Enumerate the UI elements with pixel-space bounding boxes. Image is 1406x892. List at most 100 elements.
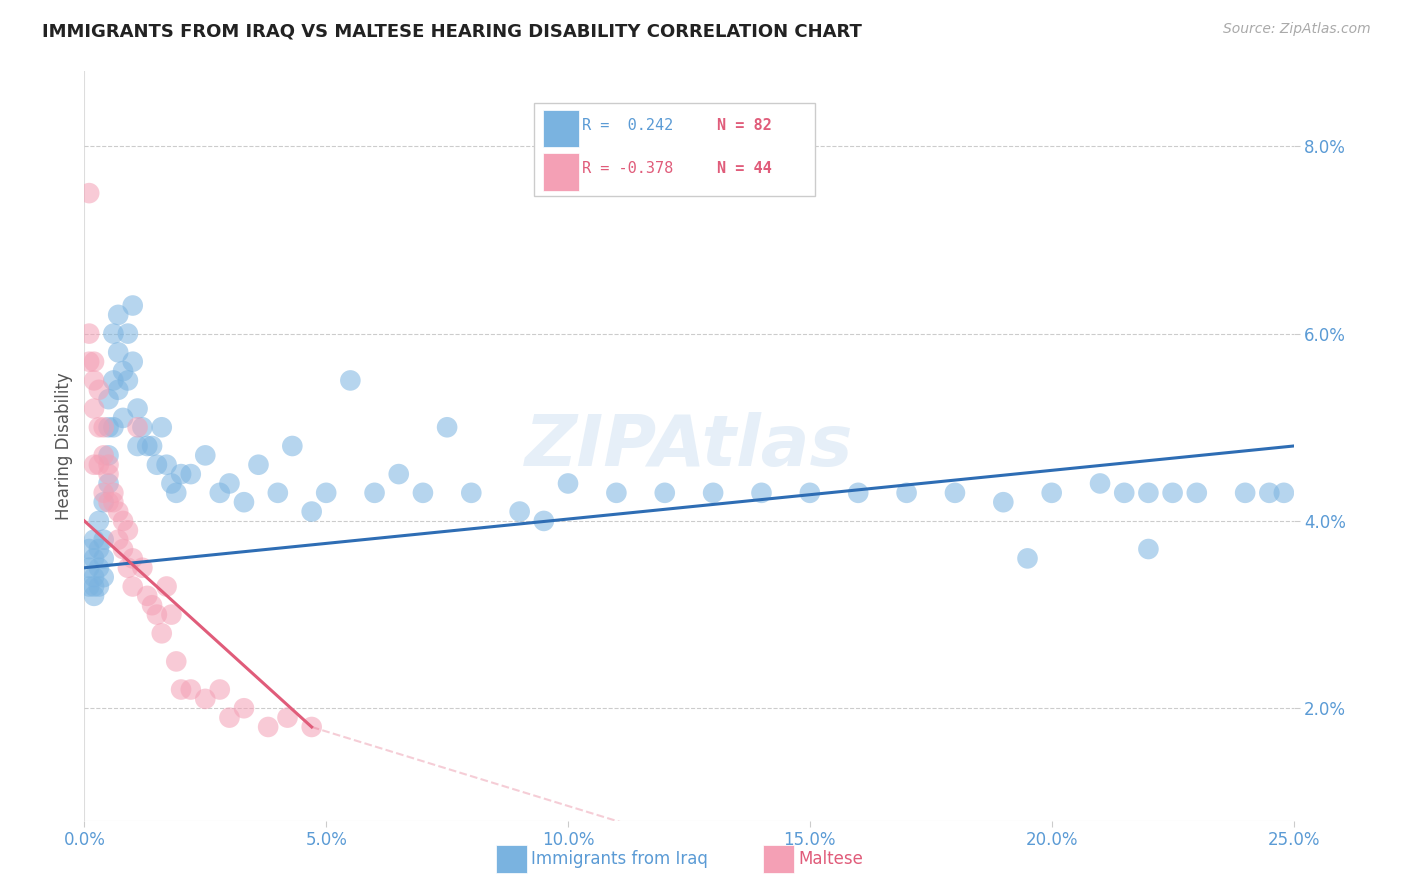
Point	[146, 458, 169, 472]
Point	[93, 420, 115, 434]
Point	[83, 533, 105, 547]
Text: R =  0.242: R = 0.242	[582, 118, 673, 133]
Point	[170, 682, 193, 697]
Point	[165, 485, 187, 500]
Point	[121, 354, 143, 368]
Point	[150, 420, 173, 434]
Point	[107, 308, 129, 322]
Point	[103, 420, 125, 434]
Point	[208, 485, 231, 500]
Point	[87, 458, 110, 472]
Point	[218, 710, 240, 724]
Point	[155, 580, 177, 594]
Point	[654, 485, 676, 500]
Point	[121, 551, 143, 566]
Point	[83, 458, 105, 472]
Point	[83, 551, 105, 566]
Point	[247, 458, 270, 472]
Point	[97, 495, 120, 509]
Point	[83, 401, 105, 416]
Point	[799, 485, 821, 500]
Point	[160, 607, 183, 622]
Point	[112, 410, 135, 425]
Point	[557, 476, 579, 491]
Point	[87, 514, 110, 528]
Point	[1185, 485, 1208, 500]
Point	[77, 186, 100, 200]
Point	[97, 392, 120, 407]
Point	[218, 476, 240, 491]
Point	[301, 504, 323, 518]
Point	[155, 458, 177, 472]
Point	[281, 439, 304, 453]
Point	[77, 326, 100, 341]
Point	[460, 485, 482, 500]
Point	[121, 580, 143, 594]
Point	[315, 485, 337, 500]
Point	[131, 560, 153, 574]
Point	[121, 298, 143, 313]
Point	[117, 373, 139, 387]
Point	[276, 710, 298, 724]
Point	[339, 373, 361, 387]
Y-axis label: Hearing Disability: Hearing Disability	[55, 372, 73, 520]
Point	[97, 420, 120, 434]
Point	[301, 720, 323, 734]
Point	[77, 580, 100, 594]
Point	[170, 467, 193, 482]
Point	[136, 439, 159, 453]
Point	[107, 383, 129, 397]
Point	[117, 560, 139, 574]
Text: R = -0.378: R = -0.378	[582, 161, 673, 177]
Point	[1137, 541, 1160, 557]
Point	[112, 514, 135, 528]
Point	[141, 598, 163, 612]
Point	[1272, 485, 1295, 500]
Point	[112, 541, 135, 557]
Point	[896, 485, 918, 500]
Point	[194, 692, 217, 706]
Point	[112, 364, 135, 378]
Text: N = 44: N = 44	[717, 161, 772, 177]
Point	[127, 439, 149, 453]
Point	[77, 354, 100, 368]
Point	[77, 560, 100, 574]
Text: Maltese: Maltese	[799, 850, 863, 868]
Point	[943, 485, 966, 500]
Point	[127, 401, 149, 416]
Point	[146, 607, 169, 622]
Point	[1137, 485, 1160, 500]
Point	[1088, 476, 1111, 491]
Point	[93, 495, 115, 509]
Point	[83, 589, 105, 603]
Point	[533, 514, 555, 528]
Point	[87, 420, 110, 434]
Point	[77, 541, 100, 557]
Point	[93, 533, 115, 547]
Point	[83, 354, 105, 368]
Point	[87, 383, 110, 397]
Point	[208, 682, 231, 697]
Point	[160, 476, 183, 491]
Point	[509, 504, 531, 518]
Point	[150, 626, 173, 640]
Point	[117, 523, 139, 537]
Point	[103, 495, 125, 509]
Point	[136, 589, 159, 603]
Point	[87, 580, 110, 594]
Point	[257, 720, 280, 734]
Point	[180, 682, 202, 697]
Point	[107, 504, 129, 518]
Point	[436, 420, 458, 434]
Point	[103, 326, 125, 341]
Text: Source: ZipAtlas.com: Source: ZipAtlas.com	[1223, 22, 1371, 37]
Point	[702, 485, 724, 500]
Text: Immigrants from Iraq: Immigrants from Iraq	[531, 850, 709, 868]
Point	[117, 326, 139, 341]
Point	[97, 476, 120, 491]
Point	[605, 485, 627, 500]
Point	[233, 701, 256, 715]
Point	[107, 533, 129, 547]
Point	[93, 551, 115, 566]
Point	[233, 495, 256, 509]
